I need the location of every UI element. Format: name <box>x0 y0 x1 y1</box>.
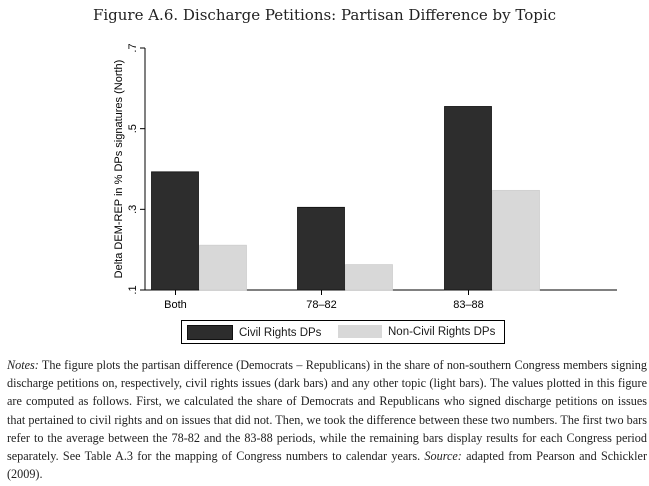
y-tick-label: .7 <box>127 43 139 52</box>
x-tick-label: Both <box>164 299 187 311</box>
source-text: adapted from Pearson and Schickler (2009… <box>7 449 648 482</box>
y-tick-label: .1 <box>127 285 139 294</box>
bar-non-civil-rights <box>345 264 393 291</box>
notes-label: Notes: <box>7 358 39 372</box>
legend-label-non-civil-rights: Non-Civil Rights DPs <box>388 325 496 338</box>
bar-non-civil-rights <box>199 244 247 291</box>
y-axis-title: Delta DEM-REP in % DPs signatures (North… <box>113 60 125 279</box>
bar-non-civil-rights <box>492 189 540 291</box>
y-tick-label: .3 <box>127 205 139 214</box>
figure-notes: Notes: The figure plots the partisan dif… <box>7 356 647 483</box>
bar-civil-rights <box>297 206 345 291</box>
notes-text: The figure plots the partisan difference… <box>7 358 647 464</box>
bar-civil-rights <box>444 106 492 291</box>
legend-item-non-civil-rights: Non-Civil Rights DPs <box>338 325 495 338</box>
x-tick-label: 78–82 <box>306 299 337 311</box>
chart-legend: Civil Rights DPs Non-Civil Rights DPs <box>181 320 505 344</box>
legend-item-civil-rights: Civil Rights DPs <box>187 325 321 340</box>
y-tick-label: .5 <box>127 124 139 133</box>
legend-swatch-civil-rights <box>187 325 233 340</box>
x-tick-label: 83–88 <box>453 299 484 311</box>
bar-civil-rights <box>151 171 199 291</box>
legend-label-civil-rights: Civil Rights DPs <box>239 326 322 339</box>
legend-swatch-non-civil-rights <box>338 325 382 338</box>
source-label: Source: <box>424 449 462 464</box>
figure-title: Figure A.6. Discharge Petitions: Partisa… <box>92 6 557 24</box>
